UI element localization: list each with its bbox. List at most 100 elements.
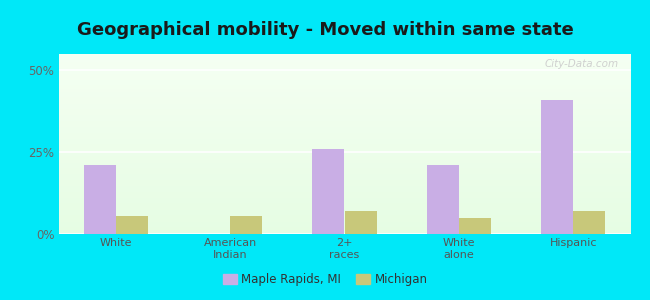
Bar [58,68,630,70]
Bar [58,166,630,167]
Bar [58,114,630,115]
Bar [459,218,491,234]
Bar [58,122,630,124]
Bar [58,124,630,125]
Bar [58,224,630,226]
Bar [58,78,630,79]
Bar [58,62,630,64]
Text: Geographical mobility - Moved within same state: Geographical mobility - Moved within sam… [77,21,573,39]
Bar [58,194,630,196]
Bar [58,190,630,191]
Bar [313,149,344,234]
Bar [58,106,630,107]
Bar [573,211,605,234]
Bar [58,74,630,76]
Bar [58,155,630,156]
Bar [58,59,630,60]
Bar [58,172,630,173]
Text: City-Data.com: City-Data.com [545,59,619,69]
Bar [58,110,630,112]
Bar [58,175,630,176]
Bar [58,89,630,90]
Bar [541,100,573,234]
Bar [58,149,630,150]
Bar [58,226,630,227]
Bar [58,157,630,158]
Bar [58,71,630,72]
Bar [58,186,630,187]
Bar [58,55,630,56]
Bar [427,165,459,234]
Bar [58,203,630,204]
Bar [58,143,630,144]
Bar [58,161,630,162]
Bar [58,220,630,221]
Bar [58,180,630,181]
Bar [58,85,630,86]
Bar [58,96,630,97]
Bar [58,120,630,121]
Bar [58,232,630,233]
Bar [116,216,148,234]
Bar [58,223,630,224]
Bar [58,211,630,212]
Bar [58,61,630,62]
Bar [230,216,262,234]
Bar [58,95,630,96]
Bar [58,82,630,83]
Bar [58,216,630,217]
Bar [58,131,630,132]
Bar [58,97,630,98]
Bar [58,140,630,142]
Bar [58,148,630,149]
Bar [58,73,630,74]
Bar [58,88,630,89]
Bar [58,204,630,205]
Bar [58,212,630,214]
Bar [58,206,630,208]
Bar [58,60,630,61]
Bar [58,174,630,175]
Bar [58,150,630,151]
Bar [58,102,630,103]
Bar [58,58,630,59]
Bar [58,56,630,58]
Bar [58,66,630,67]
Bar [58,72,630,73]
Bar [58,167,630,168]
Bar [58,125,630,126]
Bar [58,229,630,230]
Bar [58,91,630,92]
Bar [58,86,630,88]
Bar [58,144,630,145]
Bar [58,152,630,154]
Bar [58,230,630,232]
Bar [58,222,630,223]
Bar [58,98,630,100]
Bar [58,200,630,202]
Bar [58,136,630,137]
Bar [58,142,630,143]
Bar [58,65,630,66]
Bar [58,217,630,218]
Bar [58,118,630,119]
Bar [58,80,630,82]
Bar [58,208,630,209]
Bar [58,108,630,109]
Bar [58,107,630,108]
Bar [58,77,630,78]
Bar [58,170,630,172]
Bar [58,101,630,102]
Bar [58,113,630,114]
Bar [58,90,630,91]
Bar [58,191,630,192]
Bar [58,70,630,71]
Bar [58,134,630,136]
Bar [58,67,630,68]
Bar [58,128,630,130]
Legend: Maple Rapids, MI, Michigan: Maple Rapids, MI, Michigan [218,269,432,291]
Bar [58,139,630,140]
Bar [58,133,630,134]
Bar [344,211,376,234]
Bar [58,192,630,193]
